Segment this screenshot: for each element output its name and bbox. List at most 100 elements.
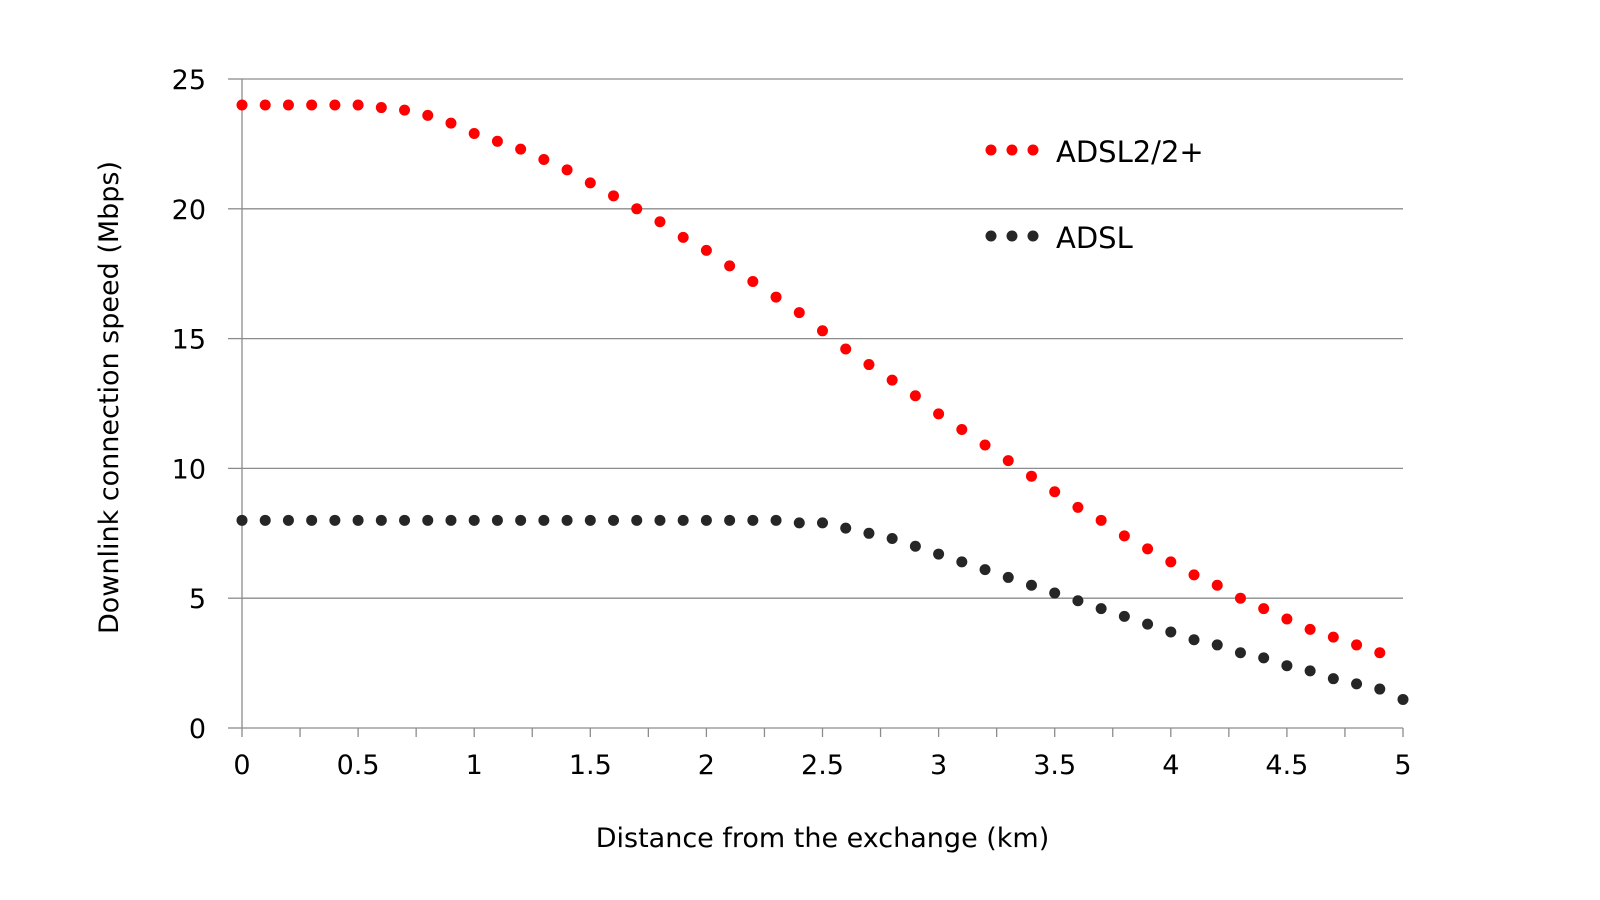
data-point: [840, 343, 852, 355]
legend-marker: [985, 230, 997, 242]
data-point: [306, 514, 318, 526]
data-point: [654, 514, 666, 526]
y-tick-label: 15: [172, 325, 206, 356]
x-tick-label: 2: [698, 750, 715, 781]
data-point: [1211, 639, 1223, 651]
data-point: [1258, 652, 1270, 664]
data-point: [1072, 501, 1084, 513]
data-point: [1304, 623, 1316, 635]
data-point: [468, 128, 480, 140]
y-tick-label: 5: [189, 584, 206, 615]
data-point: [1327, 673, 1339, 685]
data-point: [631, 514, 643, 526]
data-point: [1118, 610, 1130, 622]
data-point: [840, 522, 852, 534]
y-tick-label: 0: [189, 714, 206, 745]
data-point: [956, 556, 968, 568]
data-point: [1165, 626, 1177, 638]
data-point: [329, 514, 341, 526]
data-point: [236, 514, 248, 526]
data-point: [1374, 683, 1386, 695]
data-point: [793, 517, 805, 529]
x-tick-label: 4.5: [1265, 750, 1308, 781]
data-series: [236, 99, 1409, 705]
series-adsl2-2-: [236, 99, 1386, 659]
data-point: [747, 514, 759, 526]
data-point: [1351, 678, 1363, 690]
data-point: [933, 548, 945, 560]
data-point: [375, 102, 387, 114]
data-point: [1304, 665, 1316, 677]
legend-marker: [1027, 230, 1039, 242]
data-point: [608, 190, 620, 202]
data-point: [329, 99, 341, 111]
data-point: [863, 527, 875, 539]
data-point: [979, 439, 991, 451]
data-point: [909, 540, 921, 552]
x-tick-label: 1: [466, 750, 483, 781]
data-point: [1234, 647, 1246, 659]
data-point: [700, 514, 712, 526]
data-point: [933, 408, 945, 420]
data-point: [1327, 631, 1339, 643]
legend-marker: [1006, 230, 1018, 242]
axes: [228, 78, 1404, 737]
data-point: [1118, 530, 1130, 542]
data-point: [1142, 618, 1154, 630]
data-point: [282, 514, 294, 526]
data-point: [352, 514, 364, 526]
gridlines: [242, 78, 1403, 599]
data-point: [584, 177, 596, 189]
y-tick-label: 25: [172, 65, 206, 96]
data-point: [259, 514, 271, 526]
data-point: [700, 244, 712, 256]
data-point: [399, 104, 411, 116]
data-point: [1188, 569, 1200, 581]
data-point: [515, 514, 527, 526]
x-axis-title: Distance from the exchange (km): [596, 823, 1050, 854]
y-tick-label: 20: [172, 195, 206, 226]
data-point: [747, 275, 759, 287]
data-point: [515, 143, 527, 155]
data-point: [677, 514, 689, 526]
data-point: [561, 514, 573, 526]
x-tick-label: 3.5: [1033, 750, 1076, 781]
data-point: [631, 203, 643, 215]
legend-marker: [1027, 144, 1039, 156]
data-point: [1025, 579, 1037, 591]
x-tick-label: 0.5: [337, 750, 380, 781]
data-point: [1234, 592, 1246, 604]
data-point: [770, 514, 782, 526]
data-point: [422, 514, 434, 526]
data-point: [770, 291, 782, 303]
data-point: [979, 564, 991, 576]
legend-entry: ADSL2/2+: [985, 135, 1204, 169]
data-point: [817, 517, 828, 529]
data-point: [282, 99, 294, 111]
data-point: [1095, 514, 1107, 526]
data-point: [909, 390, 921, 402]
data-point: [654, 216, 666, 228]
data-point: [259, 99, 271, 111]
data-point: [863, 359, 875, 371]
data-point: [677, 231, 689, 243]
x-tick-label: 1.5: [569, 750, 612, 781]
data-point: [1165, 556, 1177, 568]
data-point: [1397, 693, 1409, 705]
data-point: [561, 164, 573, 176]
data-point: [352, 99, 364, 111]
data-point: [1281, 660, 1293, 672]
data-point: [538, 514, 550, 526]
data-point: [1258, 603, 1270, 615]
data-point: [956, 423, 968, 435]
legend-marker: [985, 144, 997, 156]
data-point: [1281, 613, 1293, 625]
data-point: [306, 99, 318, 111]
data-point: [1072, 595, 1084, 607]
data-point: [1188, 634, 1200, 646]
data-point: [445, 117, 457, 129]
data-point: [1049, 486, 1061, 498]
legend: ADSL2/2+ ADSL: [985, 135, 1204, 255]
y-axis-title: Downlink connection speed (Mbps): [94, 161, 125, 634]
